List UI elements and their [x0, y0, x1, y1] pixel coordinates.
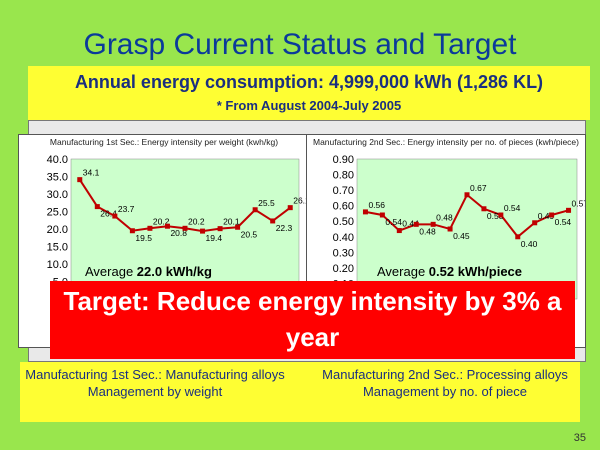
data-label: 0.49: [538, 211, 555, 221]
data-point: [270, 218, 276, 224]
chart-sec1: 05.010.015.020.025.030.035.040.034.126.4…: [47, 154, 309, 306]
data-label: 0.48: [419, 226, 436, 236]
data-point: [362, 209, 368, 215]
slide-title: Grasp Current Status and Target: [83, 28, 517, 61]
data-label: 0.56: [368, 200, 385, 210]
data-point: [252, 207, 258, 213]
data-point: [464, 192, 470, 198]
y-tick-label: 0.40: [333, 232, 354, 244]
y-tick-label: 0.90: [333, 154, 354, 166]
data-label: 0.45: [453, 231, 470, 241]
data-label: 0.54: [555, 217, 572, 227]
target-callout: Target: Reduce energy intensity by 3% a …: [50, 281, 575, 359]
sec2-description: Manufacturing 2nd Sec.: Processing alloy…: [310, 366, 580, 400]
data-point: [515, 234, 521, 240]
y-tick-label: 40.0: [47, 154, 68, 166]
data-label: 0.54: [504, 203, 521, 213]
data-point: [200, 228, 206, 234]
y-tick-label: 15.0: [47, 242, 68, 254]
y-tick-label: 30.0: [47, 189, 68, 201]
data-label: 23.7: [118, 204, 135, 214]
y-tick-label: 0.30: [333, 247, 354, 259]
sec2-process: Manufacturing 2nd Sec.: Processing alloy…: [322, 367, 568, 382]
data-point: [77, 177, 83, 183]
sec1-description: Manufacturing 1st Sec.: Manufacturing al…: [20, 366, 290, 400]
y-tick-label: 0.60: [333, 201, 354, 213]
data-label: 22.3: [276, 223, 293, 233]
data-point: [147, 225, 153, 231]
data-point: [498, 212, 504, 218]
data-label: 0.44: [402, 219, 419, 229]
data-point: [566, 207, 572, 213]
sec1-management: Management by weight: [87, 384, 223, 399]
data-point: [532, 220, 538, 226]
data-point: [413, 221, 419, 227]
y-tick-label: 0.80: [333, 170, 354, 182]
data-point: [430, 221, 436, 227]
data-label: 26.1: [293, 196, 309, 206]
y-tick-label: 0.50: [333, 216, 354, 228]
chart-title-sec2: Manufacturing 2nd Sec.: Energy intensity…: [312, 137, 579, 147]
data-label: 0.54: [385, 217, 402, 227]
y-tick-label: 0.70: [333, 185, 354, 197]
data-point: [287, 205, 293, 211]
page-number: 35: [573, 432, 586, 444]
data-label: 34.1: [83, 168, 100, 178]
sec1-process: Manufacturing 1st Sec.: Manufacturing al…: [25, 367, 285, 382]
data-point: [235, 224, 241, 230]
data-label: 0.40: [521, 239, 538, 249]
data-point: [94, 204, 100, 210]
data-label: 0.67: [470, 183, 487, 193]
data-label: 0.58: [487, 211, 504, 221]
data-label: 26.4: [100, 209, 117, 219]
data-label: 0.57: [572, 198, 585, 208]
data-point: [112, 213, 118, 219]
data-point: [164, 223, 170, 229]
average-label: Average 0.52 kWh/piece: [377, 264, 522, 279]
data-point: [481, 206, 487, 212]
period-note: * From August 2004-July 2005: [216, 98, 402, 113]
plot-area-sec1: [70, 158, 300, 300]
y-tick-label: 20.0: [47, 224, 68, 236]
sec2-management: Management by no. of piece: [362, 384, 528, 399]
data-label: 20.5: [241, 229, 258, 239]
data-point: [182, 225, 188, 231]
data-point: [549, 212, 555, 218]
y-tick-label: 10.0: [47, 259, 68, 271]
y-tick-label: 35.0: [47, 172, 68, 184]
average-label: Average 22.0 kWh/kg: [85, 264, 212, 279]
data-label: 0.48: [436, 212, 453, 222]
data-label: 20.2: [188, 216, 205, 226]
data-point: [129, 228, 135, 234]
data-label: 20.8: [170, 228, 187, 238]
section-description-box: Manufacturing 1st Sec.: Manufacturing al…: [20, 362, 580, 422]
data-label: 20.1: [223, 217, 240, 227]
data-label: 19.4: [206, 233, 223, 243]
chart-title-sec1: Manufacturing 1st Sec.: Energy intensity…: [49, 137, 279, 147]
data-point: [379, 212, 385, 218]
data-label: 19.5: [135, 233, 152, 243]
chart-sec2: 0.100.200.300.400.500.600.700.800.900.56…: [333, 154, 585, 300]
plot-area-sec2: [356, 158, 578, 300]
annual-consumption-text: Annual energy consumption: 4,999,000 kWh…: [74, 72, 544, 92]
data-point: [396, 228, 402, 234]
y-tick-label: 0.20: [333, 263, 354, 275]
data-point: [447, 226, 453, 232]
data-point: [217, 226, 223, 232]
data-label: 20.2: [153, 216, 170, 226]
consumption-banner: Annual energy consumption: 4,999,000 kWh…: [28, 66, 590, 120]
data-label: 25.5: [258, 198, 275, 208]
y-tick-label: 25.0: [47, 207, 68, 219]
